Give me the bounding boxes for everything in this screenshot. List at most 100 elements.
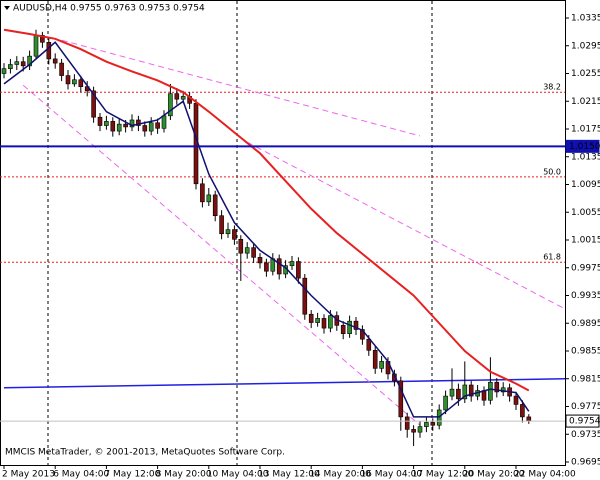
candle-body	[59, 62, 64, 76]
candle-body	[276, 258, 282, 275]
candle-body	[104, 121, 109, 126]
x-tick-label: 13 May 12:00	[258, 470, 320, 480]
y-tick-label: 1.0215	[571, 97, 600, 107]
candle-body	[136, 119, 141, 126]
candle-body	[468, 384, 474, 397]
fib-level-label: 50.0	[543, 167, 561, 176]
candle-body	[225, 229, 231, 235]
plot-frame	[0, 0, 566, 466]
trendline	[61, 39, 421, 137]
moving-average	[3, 41, 530, 418]
price-tag-label: 0.9754	[569, 417, 600, 427]
chart-title: AUDUSD,H4 0.9755 0.9763 0.9753 0.9754	[13, 4, 205, 14]
candle-body	[8, 64, 13, 69]
candle-body	[142, 125, 148, 132]
candle-body	[168, 93, 173, 117]
candle-body	[296, 261, 301, 279]
candle-body	[340, 325, 346, 334]
y-tick-label: 1.0135	[571, 152, 600, 162]
x-tick-label: 2 May 2013	[2, 470, 55, 480]
price-tag-label: 1.0150	[569, 142, 600, 152]
candle-body	[430, 422, 436, 426]
y-tick-label: 1.0175	[571, 125, 600, 135]
fib-level-label: 61.8	[543, 253, 561, 262]
candle-body	[33, 35, 39, 57]
candle-body	[526, 416, 532, 422]
candle-body	[161, 115, 167, 129]
candle-body	[27, 55, 32, 67]
candle-body	[257, 257, 263, 264]
candle-body	[72, 79, 77, 85]
candle-body	[328, 315, 333, 329]
candle-body	[289, 261, 295, 266]
candle-body	[116, 123, 122, 132]
moving-average	[3, 28, 530, 392]
candle-body	[353, 320, 359, 330]
y-tick-label: 1.0055	[571, 208, 600, 218]
x-tick-label: 10 May 04:00	[207, 470, 269, 480]
candle-body	[443, 395, 448, 411]
x-tick-label: 17 May 12:00	[412, 470, 474, 480]
candle-body	[449, 388, 455, 397]
watermark: MMCIS MetaTrader, © 2001-2013, MetaQuote…	[5, 448, 285, 458]
candle-body	[500, 387, 506, 393]
candle-body	[123, 123, 128, 128]
x-tick-label: 7 May 12:00	[104, 470, 160, 480]
candle-body	[513, 395, 519, 405]
y-tick-label: 1.0095	[571, 180, 600, 190]
candle-body	[379, 361, 384, 369]
candle-body	[78, 79, 84, 87]
fib-level-label: 38.2	[543, 83, 561, 92]
candle-body	[14, 61, 20, 65]
candle-body	[417, 426, 423, 433]
candle-body	[308, 313, 314, 323]
candle-body	[244, 247, 250, 254]
x-tick-label: 20 May 20:00	[463, 470, 525, 480]
candle-body	[411, 429, 416, 433]
candle-body	[251, 247, 256, 258]
candle-body	[488, 381, 493, 401]
x-tick-label: 8 May 20:00	[156, 470, 212, 480]
x-tick-label: 14 May 20:00	[309, 470, 371, 480]
candle-body	[264, 262, 269, 272]
price-tag	[565, 414, 600, 428]
y-tick-label: 0.9735	[571, 430, 600, 440]
candle-body	[200, 183, 205, 203]
price-tag	[565, 139, 600, 153]
y-tick-label: 0.9855	[571, 347, 600, 357]
candle-body	[91, 90, 96, 118]
x-tick-label: 6 May 04:00	[53, 470, 109, 480]
candle-body	[46, 41, 52, 60]
candle-body	[110, 121, 116, 132]
y-tick-label: 1.0015	[571, 236, 600, 246]
candle-body	[315, 318, 320, 323]
candle-body	[20, 61, 26, 67]
y-tick-label: 0.9935	[571, 291, 600, 301]
candle-body	[302, 277, 308, 315]
candle-body	[347, 320, 352, 334]
y-tick-label: 0.9775	[571, 402, 600, 412]
candle-body	[404, 416, 410, 430]
candle-body	[180, 96, 186, 100]
y-tick-label: 0.9815	[571, 374, 600, 384]
candle-body	[40, 35, 45, 43]
candle-body	[462, 384, 468, 400]
candle-body	[372, 350, 378, 369]
candle-body	[424, 422, 429, 427]
trendline	[22, 84, 421, 426]
y-tick-label: 0.9695	[571, 458, 600, 468]
candle-body	[398, 380, 404, 418]
candle-body	[456, 388, 461, 400]
y-tick-label: 1.0335	[571, 14, 600, 24]
candle-body	[238, 239, 244, 254]
y-tick-label: 0.9895	[571, 319, 600, 329]
candle-body	[174, 93, 180, 100]
candle-body	[1, 68, 7, 74]
candle-body	[212, 194, 218, 217]
candle-body	[52, 58, 58, 64]
candle-body	[97, 116, 103, 126]
candle-body	[321, 318, 327, 329]
candle-body	[520, 404, 525, 418]
y-tick-label: 1.0255	[571, 69, 600, 79]
